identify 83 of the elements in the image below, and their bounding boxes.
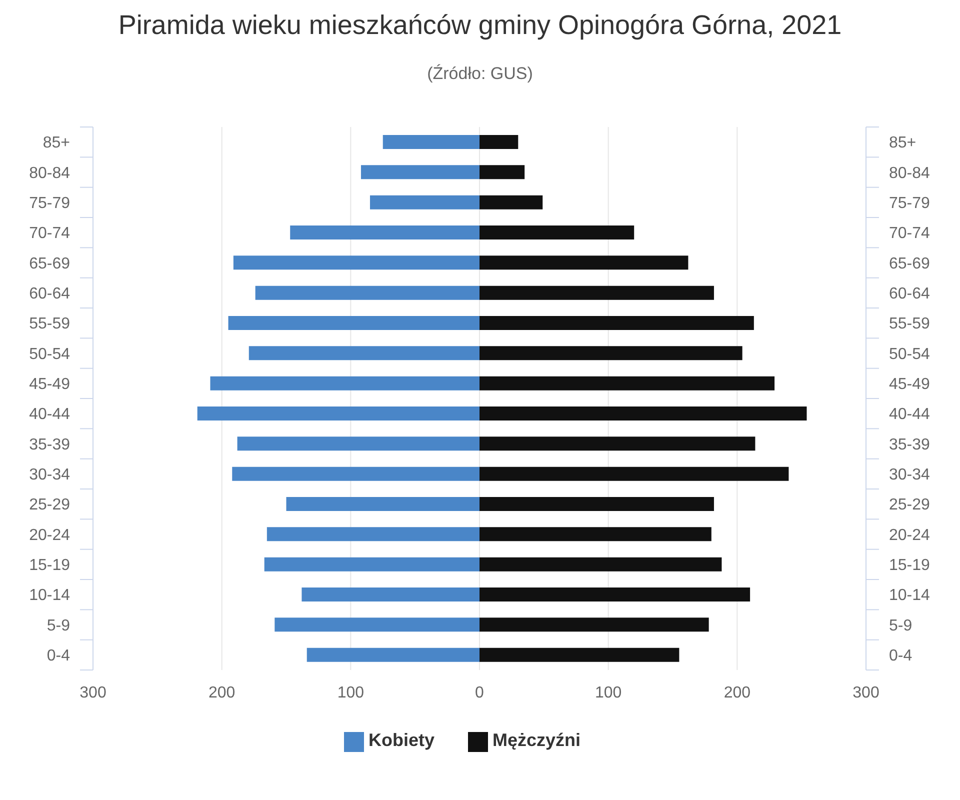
bar [480,406,807,420]
category-label: 55-59 [889,316,930,333]
bar [480,316,754,330]
bar [480,466,789,481]
y-tick-label: 20-24 [29,526,70,544]
category-label: 10-14 [889,587,930,604]
y-tick-label: 30-34 [29,466,70,484]
category-label: 75-79 [889,195,930,212]
x-tick-label: 100 [337,684,364,702]
bar [480,618,709,632]
category-label: 25-29 [889,496,930,514]
y-tick-label: 75-79 [29,195,70,212]
category-label: 50-54 [889,346,930,363]
bar [255,286,480,300]
x-tick-label: 0 [475,684,484,702]
x-tick-label: 300 [80,684,106,702]
legend-label: Mężczyźni [492,730,581,750]
bar [480,588,750,602]
chart-title: Piramida wieku mieszkańców gminy Opinogóra Górna, 2021 [117,10,843,41]
category-label: 65-69 [889,255,930,272]
category-label: 20-24 [889,526,930,544]
y-tick-label: 50-54 [29,346,70,363]
bar [266,527,480,542]
bar [480,135,518,149]
bar [274,618,480,632]
bar [370,195,480,210]
bar [480,376,775,390]
bar [197,406,480,420]
bar [232,466,480,481]
bar [228,316,480,330]
category-label: 5-9 [889,617,912,634]
x-tick-label: 200 [724,684,751,702]
bar [480,165,525,180]
bar [480,256,688,270]
bar [480,226,634,240]
category-label: 85+ [889,134,916,152]
bar [480,557,722,572]
x-tick-label: 300 [852,684,880,702]
legend-label: Kobiety [368,730,434,750]
bar [237,436,480,451]
y-tick-label: 35-39 [29,436,70,454]
x-tick-label: 100 [594,684,622,702]
bar [480,497,714,511]
category-label: 60-64 [889,286,930,303]
y-tick-label: 0-4 [46,648,70,665]
bar [480,648,680,662]
y-tick-label: 25-29 [29,496,70,514]
category-label: 15-19 [889,557,930,574]
category-label: 35-39 [889,436,930,454]
bar [290,226,480,240]
y-tick-label: 60-64 [29,286,70,303]
bar [360,165,480,180]
bar [264,557,480,572]
bar [480,346,742,360]
bar [302,588,480,602]
y-tick-label: 70-74 [29,225,70,242]
y-tick-label: 10-14 [29,587,70,604]
y-tick-label: 85+ [42,134,70,152]
category-label: 70-74 [889,225,930,242]
bar [306,648,480,662]
y-tick-label: 65-69 [29,255,70,272]
category-label: 40-44 [889,406,930,424]
y-tick-label: 45-49 [29,376,70,394]
x-tick-label: 200 [208,684,236,702]
y-tick-label: 5-9 [46,617,70,634]
bar [480,527,712,542]
bar [480,436,756,451]
y-tick-label: 55-59 [29,316,70,333]
bar [210,376,480,390]
chart-subtitle: (Źródło: GUS) [426,64,534,84]
bar [233,256,480,270]
bar [286,497,480,511]
category-label: 30-34 [889,466,930,484]
category-label: 45-49 [889,376,930,394]
bar [480,286,714,300]
y-tick-label: 15-19 [29,557,70,574]
bar [480,195,543,210]
category-label: 80-84 [889,164,930,182]
bar [382,135,480,149]
category-label: 0-4 [889,648,912,665]
y-tick-label: 80-84 [29,164,70,182]
bar [248,346,480,360]
y-tick-label: 40-44 [29,406,70,424]
